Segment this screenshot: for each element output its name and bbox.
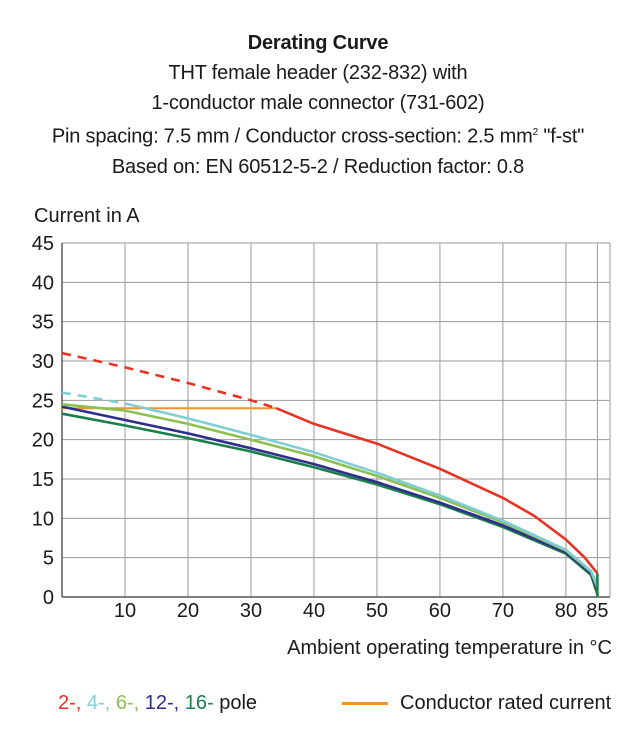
pole-legend-entries: 2-, 4-, 6-, 12-, 16-: [58, 692, 214, 714]
series-6-pole: [61, 403, 599, 589]
pole-legend-entry: 16-: [184, 692, 214, 714]
x-tick-label: 10: [114, 600, 136, 622]
series-4-pole-dashed: [61, 391, 126, 405]
subtitle-line-4: Based on: EN 60512-5-2 / Reduction facto…: [111, 155, 525, 178]
x-tick-label: 60: [429, 600, 451, 622]
series-2-pole: [275, 406, 599, 575]
chart-header: Derating Curve THT female header (232-83…: [0, 28, 636, 182]
series-16-pole: [61, 412, 599, 595]
x-tick-label: 20: [177, 600, 199, 622]
y-tick-label: 15: [32, 469, 54, 491]
x-tick-label: 70: [492, 600, 514, 622]
y-axis-label: Current in A: [34, 205, 140, 227]
x-axis-label: Ambient operating temperature in °C: [287, 637, 612, 659]
pole-legend-entry: 12-,: [144, 692, 185, 714]
rated-current-legend-label: Conductor rated current: [400, 692, 612, 714]
y-tick-label: 45: [32, 233, 54, 255]
series-4-pole: [124, 402, 599, 586]
pole-legend: 2-, 4-, 6-, 12-, 16- pole: [58, 692, 257, 715]
axis-ticks: 0 5 10 15 20 25 30 35 40 45 10 20 30 40 50 60 70 80 85: [32, 233, 609, 622]
y-tick-label: 0: [43, 587, 54, 609]
x-tick-label: 50: [366, 600, 388, 622]
y-tick-label: 40: [32, 272, 54, 294]
series-12-pole: [61, 405, 599, 592]
chart-title: Derating Curve: [247, 32, 389, 54]
rated-current-legend: Conductor rated current: [342, 692, 611, 715]
y-tick-label: 30: [32, 351, 54, 373]
y-tick-label: 25: [32, 390, 54, 412]
x-tick-label: 80: [555, 600, 577, 622]
subtitle-line-1: THT female header (232-832) with: [168, 62, 468, 84]
superscript-2: 2: [532, 127, 539, 138]
x-tick-label: 30: [240, 600, 262, 622]
series-2-pole-dashed: [61, 351, 277, 410]
subtitle-line-3-end: "f-st": [537, 125, 585, 148]
y-tick-label: 20: [32, 430, 54, 452]
rated-current-swatch: [342, 702, 388, 705]
subtitle-line-3-main: Pin spacing: 7.5 mm / Conductor cross-se…: [51, 125, 533, 148]
pole-legend-entry: 4-,: [86, 692, 116, 714]
chart-grid: [61, 242, 611, 598]
y-tick-label: 35: [32, 312, 54, 334]
y-tick-label: 5: [43, 548, 54, 570]
x-tick-label: 85: [586, 600, 608, 622]
pole-legend-entry: 6-,: [115, 692, 145, 714]
subtitle-line-2: 1-conductor male connector (731-602): [151, 92, 485, 114]
chart-series: [61, 351, 599, 597]
y-tick-label: 10: [32, 508, 54, 530]
x-tick-label: 40: [303, 600, 325, 622]
pole-legend-suffix: pole: [213, 692, 258, 714]
subtitle-line-3: Pin spacing: 7.5 mm / Conductor cross-se…: [0, 118, 636, 152]
pole-legend-entry: 2-,: [58, 692, 87, 714]
